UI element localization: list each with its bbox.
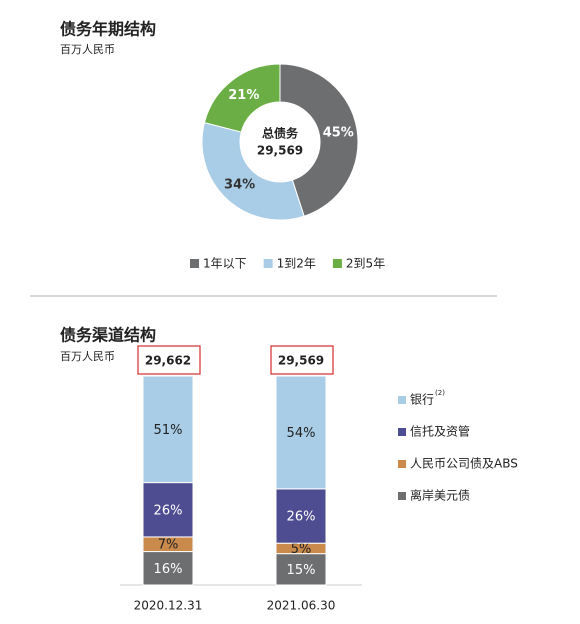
bar-segment [275, 488, 327, 544]
legend-label: 信托及资管 [410, 424, 470, 439]
subtitle: 百万人民币 [60, 43, 115, 56]
total-label: 29,662 [145, 354, 191, 368]
bar-segment [142, 551, 194, 586]
legend-swatch [398, 396, 406, 404]
total-box [270, 345, 334, 375]
segment-label: 5% [291, 542, 312, 557]
slice-label: 34% [224, 178, 255, 193]
legend-label: 2到5年 [346, 257, 385, 271]
legend-swatch [263, 259, 273, 268]
legend-swatch [398, 460, 406, 468]
slice-label: 45% [323, 125, 354, 140]
x-tick-label: 2021.06.30 [267, 599, 336, 613]
segment-label: 15% [287, 563, 316, 578]
chart-title: 债务年期结构 [60, 20, 156, 39]
legend-label: 离岸美元债 [410, 488, 470, 503]
legend-swatch [398, 428, 406, 436]
slice [279, 63, 359, 217]
segment-label: 51% [154, 423, 183, 438]
segment-label: 54% [287, 426, 316, 441]
total-label: 29,569 [278, 354, 324, 368]
segment-label: 16% [154, 562, 183, 577]
bar-segment [142, 482, 194, 538]
legend-label: 1到2年 [277, 257, 316, 271]
slice-label: 21% [228, 88, 259, 103]
center-label: 总债务 [262, 126, 299, 141]
center-value: 29,569 [257, 144, 303, 158]
segment-label: 7% [158, 538, 179, 553]
bar-segment [275, 375, 327, 490]
legend-swatch [190, 259, 199, 268]
subtitle: 百万人民币 [60, 350, 115, 363]
legend-label: 人民币公司债及ABS [410, 457, 518, 471]
slice [203, 63, 281, 133]
legend-swatch [332, 259, 342, 268]
legend-label: 银行 [410, 393, 434, 407]
segment-label: 26% [287, 510, 316, 525]
slice [201, 121, 305, 221]
x-tick-label: 2020.12.31 [134, 599, 203, 613]
legend-swatch [398, 492, 406, 500]
bar-segment [275, 553, 327, 586]
legend-label: 1年以下 [203, 257, 247, 271]
segment-label: 26% [154, 503, 183, 518]
legend-note: (2) [435, 389, 445, 397]
bar-segment [142, 375, 194, 484]
chart-title: 债务渠道结构 [60, 326, 156, 345]
total-box [137, 345, 201, 375]
